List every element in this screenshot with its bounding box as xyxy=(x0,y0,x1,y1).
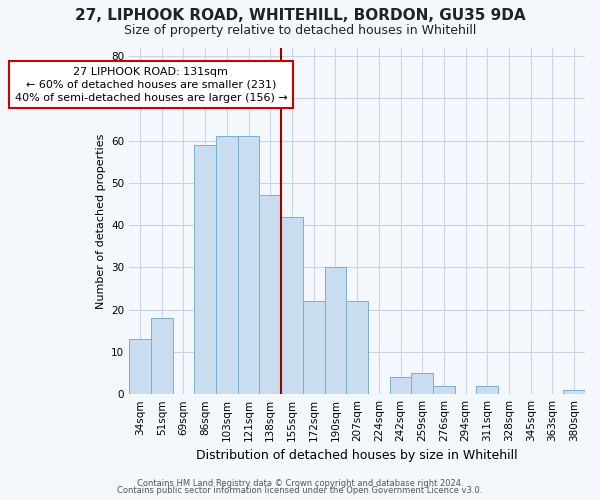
Bar xyxy=(389,378,412,394)
Bar xyxy=(151,318,173,394)
Bar xyxy=(412,373,433,394)
Bar xyxy=(433,386,455,394)
Bar xyxy=(129,339,151,394)
Text: 27, LIPHOOK ROAD, WHITEHILL, BORDON, GU35 9DA: 27, LIPHOOK ROAD, WHITEHILL, BORDON, GU3… xyxy=(74,8,526,22)
Text: Size of property relative to detached houses in Whitehill: Size of property relative to detached ho… xyxy=(124,24,476,37)
Bar xyxy=(346,301,368,394)
Text: Contains public sector information licensed under the Open Government Licence v3: Contains public sector information licen… xyxy=(118,486,482,495)
Y-axis label: Number of detached properties: Number of detached properties xyxy=(95,133,106,308)
X-axis label: Distribution of detached houses by size in Whitehill: Distribution of detached houses by size … xyxy=(196,450,518,462)
Bar xyxy=(281,216,303,394)
Bar xyxy=(303,301,325,394)
Bar xyxy=(216,136,238,394)
Bar xyxy=(259,196,281,394)
Bar xyxy=(476,386,498,394)
Bar xyxy=(563,390,585,394)
Bar xyxy=(194,144,216,394)
Bar xyxy=(325,268,346,394)
Text: Contains HM Land Registry data © Crown copyright and database right 2024.: Contains HM Land Registry data © Crown c… xyxy=(137,478,463,488)
Bar xyxy=(238,136,259,394)
Text: 27 LIPHOOK ROAD: 131sqm
← 60% of detached houses are smaller (231)
40% of semi-d: 27 LIPHOOK ROAD: 131sqm ← 60% of detache… xyxy=(14,66,287,103)
